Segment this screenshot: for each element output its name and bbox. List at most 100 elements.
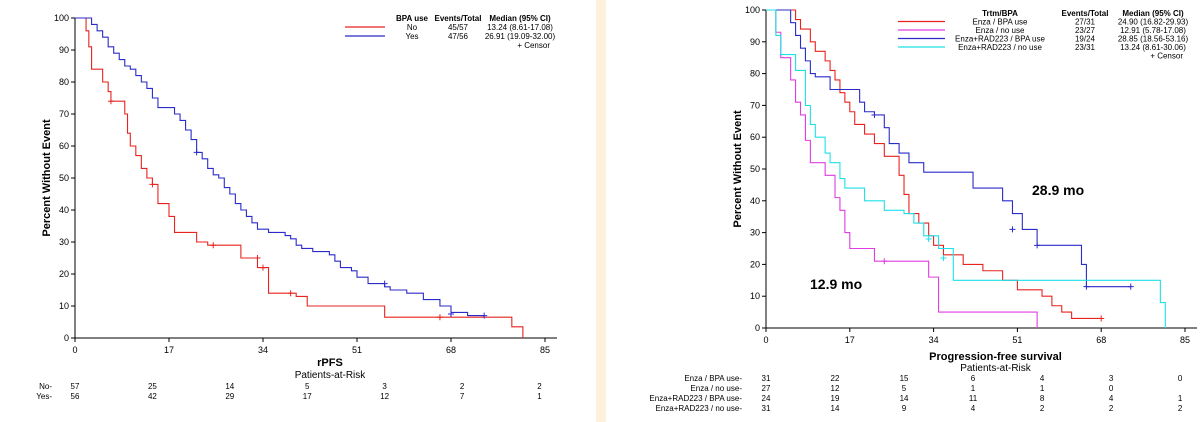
y-tick-label: 100 bbox=[54, 13, 69, 23]
risk-cell: 27 bbox=[762, 384, 771, 393]
risk-cell: 9 bbox=[902, 404, 907, 413]
x-tick-label: 51 bbox=[352, 345, 362, 355]
risk-cell: 7 bbox=[460, 392, 465, 401]
risk-cell: 11 bbox=[969, 394, 978, 403]
y-tick-label: 10 bbox=[750, 291, 760, 301]
censor-mark bbox=[149, 181, 156, 188]
legend-series-name: No bbox=[407, 23, 418, 32]
risk-cell: 5 bbox=[305, 382, 310, 391]
y-tick-label: 20 bbox=[750, 259, 760, 269]
legend-median: 24.90 (16.82-29.93) bbox=[1118, 18, 1189, 27]
legend-series-name: Enza+RAD223 / no use bbox=[958, 43, 1042, 52]
x-axis-label: rPFS bbox=[317, 357, 343, 369]
y-tick-label: 30 bbox=[750, 228, 760, 238]
risk-row-label: Yes- bbox=[36, 392, 52, 401]
x-tick-label: 0 bbox=[72, 345, 77, 355]
censor-mark bbox=[448, 311, 454, 317]
risk-cell: 12 bbox=[380, 392, 389, 401]
y-tick-label: 40 bbox=[59, 205, 69, 215]
legend-header: Events/Total bbox=[1062, 9, 1109, 18]
risk-row-label: Enza+RAD223 / BPA use- bbox=[649, 394, 742, 403]
risk-table-title: Patients-at-Risk bbox=[960, 363, 1032, 374]
risk-cell: 15 bbox=[900, 374, 909, 383]
x-tick-label: 85 bbox=[1180, 335, 1190, 345]
censor-mark bbox=[436, 314, 443, 321]
legend-events-total: 23/31 bbox=[1075, 43, 1096, 52]
plot-area: 0 10 20 30 40 50 60 70 80 90 100 0 17 34 51 68 85 Progres… bbox=[732, 5, 1197, 363]
risk-cell: 42 bbox=[148, 392, 157, 401]
series-line-2 bbox=[766, 9, 1038, 328]
legend-events-total: 47/56 bbox=[448, 32, 469, 41]
y-tick-label: 100 bbox=[745, 5, 760, 15]
risk-cell: 1 bbox=[971, 384, 976, 393]
censor-mark bbox=[287, 290, 294, 297]
y-tick-label: 0 bbox=[64, 333, 69, 343]
panel-divider bbox=[596, 0, 606, 422]
y-tick-label: 70 bbox=[750, 100, 760, 110]
risk-cell: 14 bbox=[831, 404, 840, 413]
y-tick-label: 10 bbox=[59, 301, 69, 311]
risk-cell: 12 bbox=[831, 384, 840, 393]
censor-mark bbox=[881, 258, 888, 265]
legend-series-name: Enza+RAD223 / BPA use bbox=[955, 35, 1045, 44]
risk-cell: 5 bbox=[902, 384, 907, 393]
risk-cell: 1 bbox=[537, 392, 542, 401]
legend-events-total: 23/27 bbox=[1075, 26, 1096, 35]
plot-area: 0 10 20 30 40 50 60 70 80 90 100 0 17 34 51 68 85 rPFS Per… bbox=[41, 13, 557, 369]
risk-table: Patients-at-Risk No- 57 25 14 5 3 2 2 Yes- 56 42 29 1… bbox=[36, 370, 542, 401]
y-tick-label: 70 bbox=[59, 109, 69, 119]
legend-series-name: Yes bbox=[405, 32, 418, 41]
risk-cell: 4 bbox=[1040, 374, 1045, 383]
y-tick-label: 20 bbox=[59, 269, 69, 279]
annotation-label: 28.9 mo bbox=[1032, 182, 1084, 198]
censor-mark bbox=[1034, 242, 1041, 249]
y-tick-label: 60 bbox=[59, 141, 69, 151]
legend-events-total: 27/31 bbox=[1075, 18, 1096, 27]
legend-header: Events/Total bbox=[435, 14, 482, 23]
legend-censor-label: + Censor bbox=[1150, 52, 1183, 61]
annotation-label: 12.9 mo bbox=[810, 276, 862, 292]
risk-cell: 3 bbox=[382, 382, 387, 391]
censor-mark bbox=[481, 312, 488, 319]
x-tick-label: 0 bbox=[763, 335, 768, 345]
censor-mark bbox=[107, 98, 114, 105]
risk-cell: 57 bbox=[71, 382, 80, 391]
risk-cell: 3 bbox=[1109, 374, 1114, 383]
censor-mark bbox=[940, 255, 947, 262]
risk-cell: 14 bbox=[900, 394, 909, 403]
censor-mark bbox=[210, 242, 217, 249]
y-tick-label: 0 bbox=[755, 323, 760, 333]
x-tick-label: 85 bbox=[540, 345, 550, 355]
y-axis-label: Percent Without Event bbox=[41, 119, 53, 237]
y-tick-label: 50 bbox=[750, 164, 760, 174]
risk-cell: 2 bbox=[1109, 404, 1114, 413]
risk-row-label: No- bbox=[39, 382, 52, 391]
legend-median: 26.91 (19.09-32.00) bbox=[485, 32, 556, 41]
legend-events-total: 19/24 bbox=[1075, 35, 1096, 44]
series-line-3 bbox=[766, 9, 1131, 288]
risk-cell: 2 bbox=[537, 382, 542, 391]
y-tick-label: 30 bbox=[59, 237, 69, 247]
risk-cell: 4 bbox=[1109, 394, 1114, 403]
legend-header: Median (95% CI) bbox=[1122, 9, 1184, 18]
y-tick-label: 40 bbox=[750, 196, 760, 206]
legend-header: Median (95% CI) bbox=[489, 14, 551, 23]
risk-cell: 4 bbox=[971, 404, 976, 413]
risk-row-label: Enza+RAD223 / no use- bbox=[656, 404, 743, 413]
risk-cell: 22 bbox=[831, 374, 840, 383]
legend-header: Trtm/BPA bbox=[982, 9, 1018, 18]
censor-mark bbox=[1098, 315, 1105, 322]
y-tick-label: 80 bbox=[750, 69, 760, 79]
censor-mark bbox=[1127, 283, 1134, 290]
x-tick-label: 17 bbox=[164, 345, 174, 355]
risk-cell: 0 bbox=[1109, 384, 1114, 393]
x-tick-label: 51 bbox=[1012, 335, 1022, 345]
series-line-2 bbox=[75, 17, 485, 317]
risk-cell: 29 bbox=[225, 392, 234, 401]
risk-cell: 2 bbox=[1040, 404, 1045, 413]
risk-cell: 56 bbox=[71, 392, 80, 401]
risk-cell: 17 bbox=[303, 392, 312, 401]
risk-cell: 2 bbox=[460, 382, 465, 391]
censor-mark bbox=[925, 235, 932, 242]
y-tick-label: 90 bbox=[59, 45, 69, 55]
